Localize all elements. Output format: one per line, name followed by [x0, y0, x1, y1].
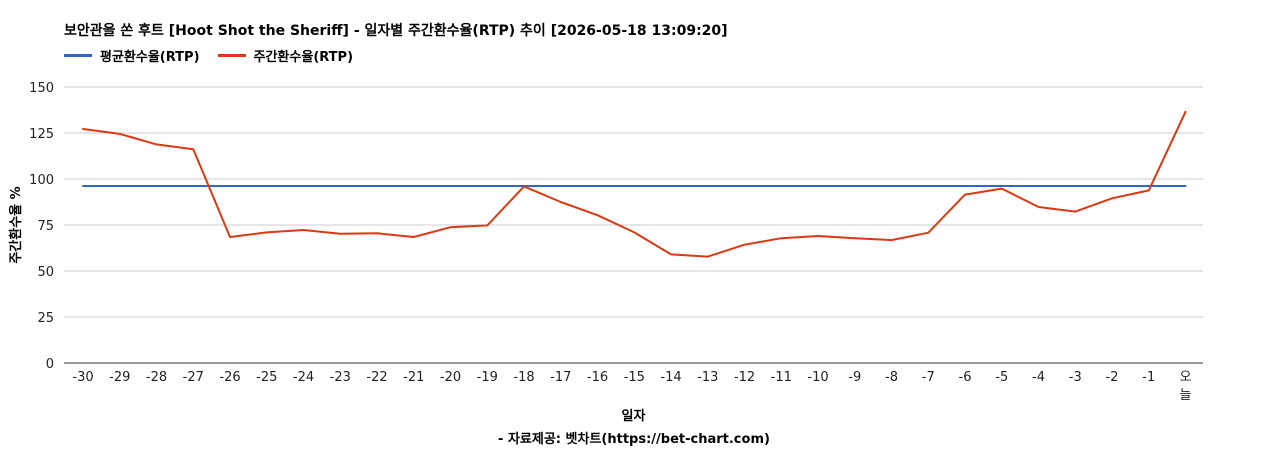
x-tick-label: -25 [256, 370, 277, 385]
legend-swatch-average [64, 53, 92, 57]
chart-title: 보안관을 쏜 후트 [Hoot Shot the Sheriff] - 일자별 … [64, 23, 728, 39]
x-tick-label: -20 [440, 370, 461, 385]
legend-swatch-weekly [217, 53, 246, 57]
x-tick-label: -27 [183, 370, 204, 385]
x-tick-label: -13 [697, 370, 718, 385]
x-tick-label: -1 [1142, 370, 1155, 385]
series-lines [82, 110, 1187, 258]
y-axis-title: 주간환수율 % [8, 186, 24, 263]
x-tick-label: -24 [293, 370, 314, 385]
chart-legend: 평균환수율(RTP) 주간환수율(RTP) [64, 46, 371, 65]
y-tick-label: 125 [29, 127, 54, 142]
y-tick-label: 50 [37, 265, 54, 280]
series-line-weekly [82, 110, 1187, 258]
legend-label-weekly: 주간환수율(RTP) [253, 49, 354, 65]
x-tick-label: -14 [660, 370, 681, 385]
x-tick-label: -11 [771, 370, 792, 385]
x-tick-label: -2 [1106, 370, 1119, 385]
legend-label-average: 평균환수율(RTP) [100, 49, 200, 65]
data-source-credit: - 자료제공: 벳차트(https://bet-chart.com) [498, 432, 770, 447]
x-tick-label: -16 [587, 370, 608, 385]
x-tick-label: -19 [477, 370, 498, 385]
x-tick-labels: -30 -29 -28 -27 -26 -25 -24 -23 -22 -21 -20 -19 -18 -… [72, 370, 1191, 403]
x-tick-label: -7 [922, 370, 935, 385]
x-tick-label: -9 [848, 370, 861, 385]
x-tick-label: -4 [1032, 370, 1045, 385]
x-tick-label: -18 [513, 370, 534, 385]
x-tick-label: -3 [1069, 370, 1082, 385]
x-tick-label: -17 [550, 370, 571, 385]
y-tick-label: 75 [37, 219, 54, 234]
x-tick-label: -23 [330, 370, 351, 385]
x-tick-label: -8 [885, 370, 898, 385]
y-tick-label: 0 [46, 357, 54, 372]
legend-item-average[interactable]: 평균환수율(RTP) [64, 46, 200, 65]
x-tick-label: -21 [403, 370, 424, 385]
y-tick-label: 25 [37, 311, 54, 326]
x-tick-label: -5 [995, 370, 1008, 385]
x-tick-label: -29 [109, 370, 130, 385]
y-tick-label: 150 [29, 81, 54, 96]
x-axis-title: 일자 [622, 409, 646, 424]
x-tick-label: -6 [959, 370, 972, 385]
x-tick-label: -22 [366, 370, 387, 385]
x-tick-label: -26 [219, 370, 240, 385]
x-tick-label: -10 [807, 370, 828, 385]
x-tick-label: -28 [146, 370, 167, 385]
legend-item-weekly[interactable]: 주간환수율(RTP) [217, 46, 354, 65]
gridlines [64, 86, 1203, 318]
x-tick-label: -30 [72, 370, 93, 385]
y-tick-label: 100 [29, 173, 54, 188]
y-tick-labels: 0 25 50 75 100 125 150 [29, 81, 54, 372]
x-tick-label: -15 [624, 370, 645, 385]
x-tick-label: -12 [734, 370, 755, 385]
